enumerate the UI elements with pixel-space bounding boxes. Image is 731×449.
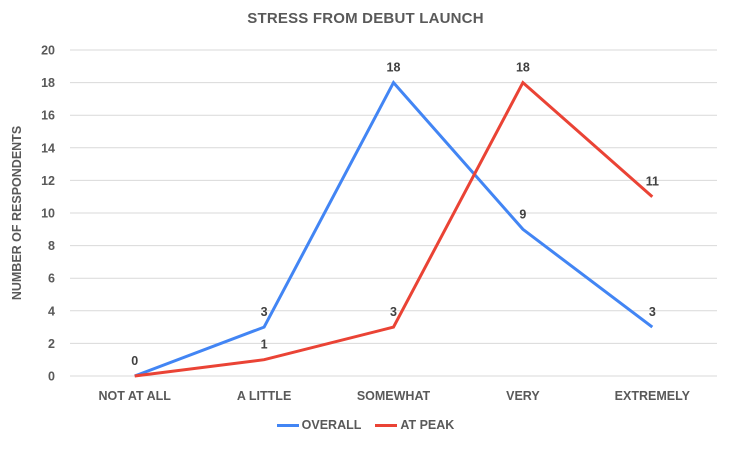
y-tick-label: 18 (41, 76, 55, 90)
y-tick-label: 12 (41, 174, 55, 188)
x-category-label: EXTREMELY (615, 389, 691, 403)
data-label: 11 (646, 175, 659, 189)
data-label: 1 (261, 338, 268, 352)
x-category-label: A LITTLE (237, 389, 291, 403)
series-line-overall (134, 79, 654, 378)
data-label: 9 (519, 207, 526, 221)
legend-label-at-peak: AT PEAK (400, 418, 455, 432)
series-line-at-peak (134, 80, 654, 378)
legend-swatch-at-peak (375, 423, 398, 427)
legend-item-at-peak: AT PEAK (375, 418, 454, 432)
legend-swatch-overall (276, 423, 299, 427)
y-tick-label: 16 (41, 109, 55, 123)
legend: OVERALL AT PEAK (0, 418, 731, 432)
data-label: 18 (516, 61, 530, 75)
y-tick-label: 14 (41, 141, 55, 155)
x-category-label: NOT AT ALL (98, 389, 171, 403)
y-tick-label: 2 (48, 337, 55, 351)
legend-label-overall: OVERALL (301, 418, 362, 432)
y-tick-label: 20 (41, 44, 55, 58)
y-tick-label: 8 (48, 239, 55, 253)
chart-title: STRESS FROM DEBUT LAUNCH (247, 10, 484, 27)
data-label: 3 (390, 305, 397, 319)
data-label: 3 (261, 305, 268, 319)
legend-item-overall: OVERALL (276, 418, 362, 432)
y-tick-label: 4 (48, 304, 55, 318)
y-tick-label: 6 (48, 272, 55, 286)
x-category-label: SOMEWHAT (357, 389, 431, 403)
data-label: 18 (387, 61, 401, 75)
data-label: 0 (131, 354, 138, 368)
data-label: 3 (649, 305, 656, 319)
y-tick-label: 0 (48, 370, 55, 384)
x-category-label: VERY (506, 389, 540, 403)
y-tick-label: 10 (41, 207, 55, 221)
